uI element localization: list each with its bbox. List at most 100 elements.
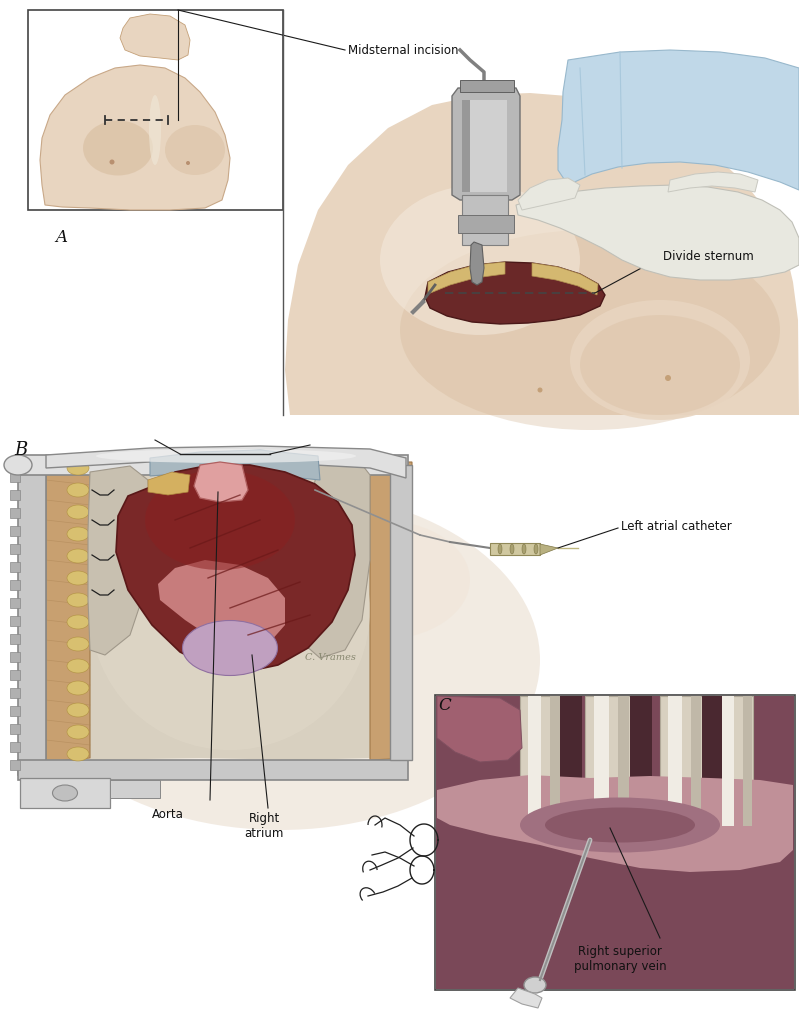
Bar: [10, 706, 20, 716]
Ellipse shape: [380, 185, 580, 336]
Bar: [10, 724, 20, 734]
Bar: [490, 543, 540, 555]
Bar: [390, 465, 412, 760]
Bar: [594, 696, 609, 826]
Ellipse shape: [580, 315, 740, 415]
Bar: [10, 472, 20, 482]
Text: B: B: [14, 441, 27, 459]
Polygon shape: [158, 560, 285, 650]
Bar: [20, 778, 110, 808]
Ellipse shape: [498, 544, 502, 554]
Text: Divide sternum: Divide sternum: [663, 250, 753, 264]
Bar: [722, 696, 734, 826]
Ellipse shape: [20, 490, 540, 830]
Polygon shape: [437, 696, 522, 762]
Bar: [10, 670, 20, 680]
Bar: [10, 742, 20, 752]
Polygon shape: [120, 14, 190, 60]
Polygon shape: [452, 88, 520, 200]
Bar: [550, 696, 560, 826]
Bar: [10, 508, 20, 518]
Ellipse shape: [4, 455, 32, 475]
Bar: [462, 100, 507, 192]
Bar: [10, 580, 20, 590]
Polygon shape: [668, 172, 758, 192]
Bar: [18, 465, 46, 775]
Ellipse shape: [524, 977, 546, 993]
Polygon shape: [518, 177, 580, 210]
Polygon shape: [470, 242, 484, 285]
Bar: [10, 544, 20, 554]
Polygon shape: [46, 446, 406, 478]
Bar: [702, 696, 724, 826]
Ellipse shape: [149, 95, 161, 165]
Text: C. Vrames: C. Vrames: [305, 653, 356, 662]
Polygon shape: [425, 262, 605, 324]
Bar: [18, 455, 408, 475]
Polygon shape: [46, 462, 90, 762]
Text: Right superior
pulmonary vein: Right superior pulmonary vein: [574, 945, 666, 973]
Polygon shape: [437, 748, 793, 988]
Ellipse shape: [534, 544, 538, 554]
Bar: [660, 696, 702, 826]
Bar: [630, 696, 652, 826]
Polygon shape: [516, 185, 799, 280]
Bar: [10, 688, 20, 698]
Polygon shape: [148, 472, 190, 495]
Polygon shape: [370, 462, 412, 760]
Bar: [585, 696, 630, 826]
Polygon shape: [558, 50, 799, 190]
Ellipse shape: [290, 520, 470, 640]
Bar: [18, 760, 408, 780]
Bar: [520, 696, 560, 826]
Polygon shape: [532, 263, 598, 295]
Bar: [715, 696, 753, 826]
Ellipse shape: [145, 470, 295, 570]
Ellipse shape: [545, 807, 695, 842]
Polygon shape: [40, 65, 230, 210]
Bar: [10, 616, 20, 626]
Bar: [435, 695, 795, 990]
Ellipse shape: [400, 230, 780, 430]
Bar: [110, 780, 160, 798]
Bar: [10, 490, 20, 500]
Bar: [10, 760, 20, 770]
Ellipse shape: [67, 681, 89, 695]
Ellipse shape: [67, 615, 89, 629]
Ellipse shape: [96, 449, 356, 463]
Ellipse shape: [67, 527, 89, 541]
Bar: [436, 696, 794, 989]
Bar: [460, 80, 514, 92]
Polygon shape: [150, 450, 320, 480]
Bar: [10, 652, 20, 662]
Ellipse shape: [67, 659, 89, 673]
Ellipse shape: [67, 637, 89, 652]
Bar: [10, 634, 20, 644]
Text: Right
atrium: Right atrium: [244, 812, 284, 840]
Ellipse shape: [538, 388, 543, 393]
Bar: [10, 526, 20, 536]
Ellipse shape: [67, 747, 89, 761]
Ellipse shape: [67, 549, 89, 563]
Ellipse shape: [67, 593, 89, 607]
Bar: [10, 598, 20, 608]
Bar: [528, 696, 541, 826]
Ellipse shape: [182, 621, 277, 675]
Ellipse shape: [522, 544, 526, 554]
Ellipse shape: [186, 161, 190, 165]
Ellipse shape: [510, 544, 514, 554]
Text: A: A: [55, 229, 67, 246]
Bar: [618, 696, 629, 826]
Polygon shape: [90, 455, 370, 760]
Bar: [458, 215, 514, 233]
Bar: [10, 562, 20, 573]
Text: Left atrial catheter: Left atrial catheter: [621, 520, 732, 534]
Polygon shape: [88, 466, 150, 655]
Ellipse shape: [83, 120, 153, 175]
Bar: [743, 696, 752, 826]
Bar: [668, 696, 682, 826]
Polygon shape: [285, 93, 799, 415]
Ellipse shape: [165, 125, 225, 175]
Polygon shape: [540, 544, 558, 555]
Ellipse shape: [520, 797, 720, 853]
